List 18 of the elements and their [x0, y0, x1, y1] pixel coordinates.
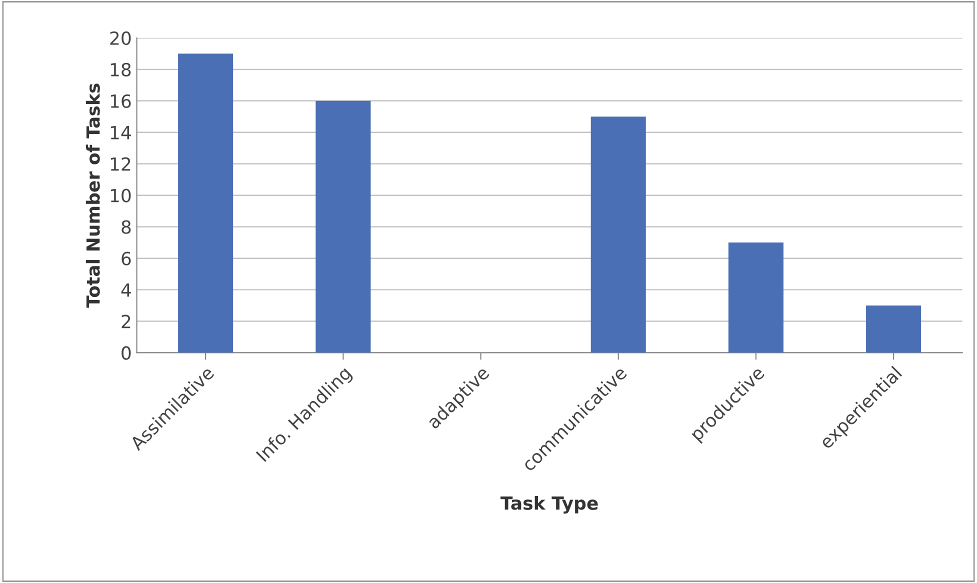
y-tick-label: 20	[110, 31, 131, 46]
y-axis-title: Total Number of Tasks	[86, 84, 100, 308]
y-tick-label: 16	[110, 94, 131, 108]
y-tick-label: 6	[122, 252, 131, 266]
bar	[866, 305, 922, 353]
y-tick-label: 14	[110, 126, 131, 140]
bar	[728, 242, 784, 353]
y-tick-label: 12	[110, 157, 130, 171]
bar	[590, 116, 646, 353]
y-tick-label: 2	[122, 314, 130, 328]
x-axis-title: Task Type	[500, 496, 598, 514]
y-tick-label: 0	[122, 346, 131, 360]
y-tick-label: 10	[110, 188, 131, 202]
y-tick-label: 4	[121, 283, 131, 297]
y-tick-label: 18	[110, 62, 131, 76]
bar	[316, 100, 371, 353]
bar	[178, 54, 234, 353]
y-tick-label: 8	[122, 220, 131, 234]
